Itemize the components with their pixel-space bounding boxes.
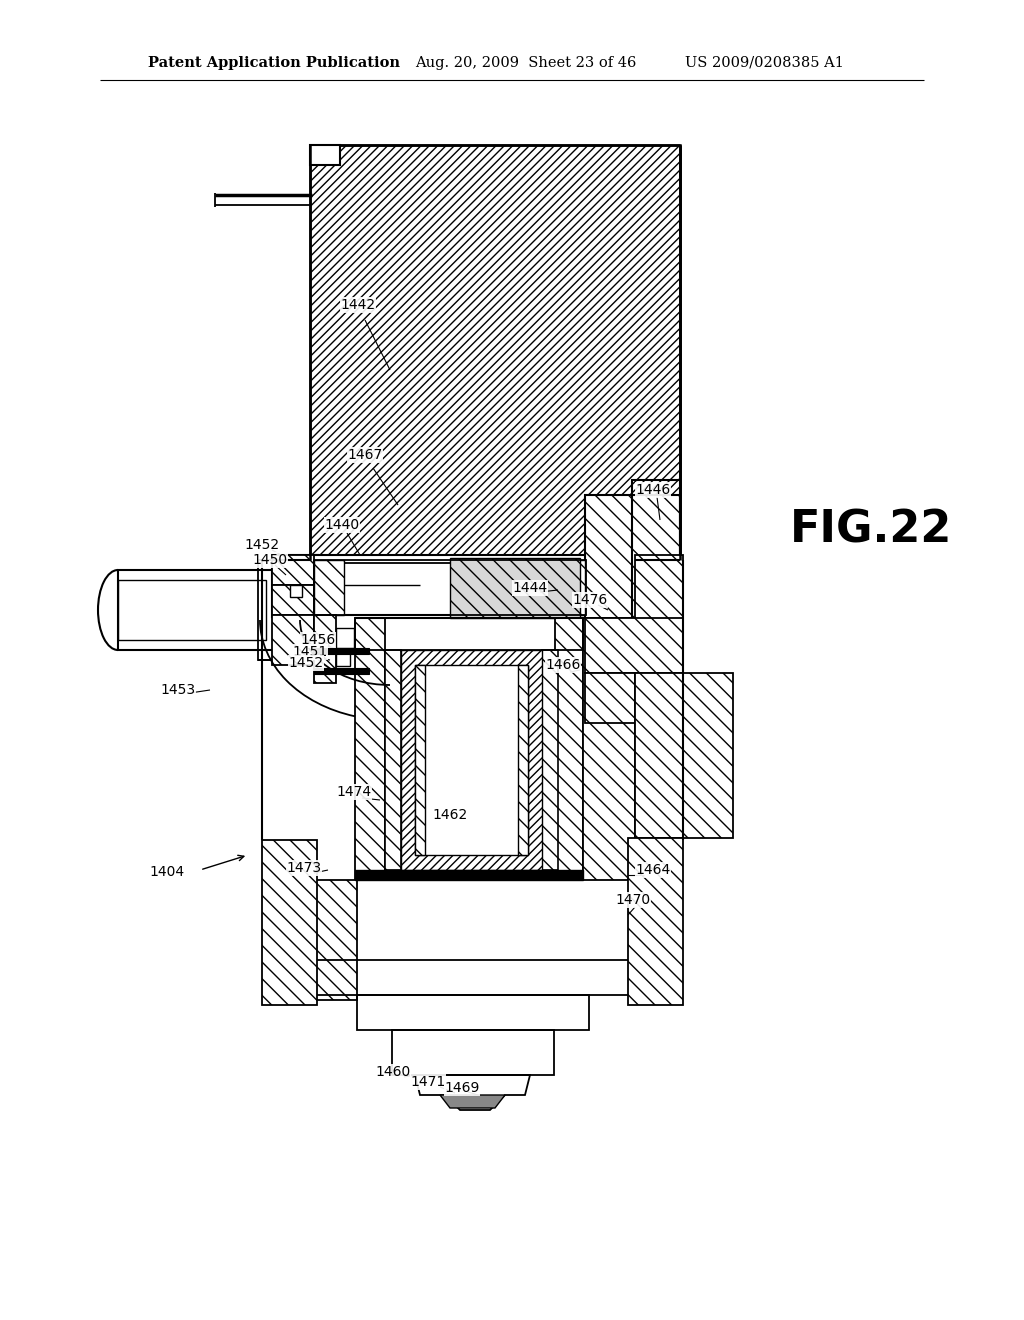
Bar xyxy=(314,615,336,682)
Text: 1452: 1452 xyxy=(245,539,280,552)
Bar xyxy=(518,665,528,855)
Bar xyxy=(450,558,580,618)
Bar xyxy=(336,652,350,667)
Bar xyxy=(555,560,585,615)
Bar xyxy=(262,840,317,1005)
Text: 1464: 1464 xyxy=(635,863,671,876)
Text: 1444: 1444 xyxy=(512,581,548,595)
Bar xyxy=(118,570,276,649)
Text: 1474: 1474 xyxy=(337,785,372,799)
Bar xyxy=(310,145,680,560)
Bar xyxy=(315,960,631,995)
Bar xyxy=(542,649,558,870)
Bar xyxy=(315,880,357,1001)
Text: 1471: 1471 xyxy=(411,1074,445,1089)
Bar xyxy=(310,554,680,564)
Bar xyxy=(355,618,583,649)
Bar xyxy=(357,995,589,1030)
Text: 1470: 1470 xyxy=(615,894,650,907)
Bar xyxy=(336,628,354,648)
Bar xyxy=(585,495,680,620)
Text: 1451: 1451 xyxy=(293,645,328,659)
Text: 1440: 1440 xyxy=(325,517,359,532)
Bar xyxy=(355,618,385,880)
Bar xyxy=(392,1030,554,1074)
Bar xyxy=(272,554,318,616)
Text: 1442: 1442 xyxy=(340,298,376,312)
Bar xyxy=(272,585,314,615)
Bar xyxy=(314,668,369,675)
Text: US 2009/0208385 A1: US 2009/0208385 A1 xyxy=(685,55,844,70)
Bar xyxy=(314,648,369,653)
Bar xyxy=(585,618,683,673)
Bar xyxy=(310,554,680,615)
Text: 1466: 1466 xyxy=(546,657,581,672)
Bar xyxy=(583,618,635,880)
Text: 1446: 1446 xyxy=(635,483,671,498)
Bar xyxy=(314,560,344,615)
Bar xyxy=(628,838,683,1005)
Text: 1453: 1453 xyxy=(161,682,196,697)
Bar xyxy=(635,673,733,838)
Text: 1473: 1473 xyxy=(287,861,322,875)
Text: 1462: 1462 xyxy=(432,808,468,822)
Bar xyxy=(415,665,528,855)
Bar xyxy=(310,145,340,165)
Bar xyxy=(290,585,302,597)
Bar xyxy=(585,673,635,723)
Bar xyxy=(314,560,586,615)
Bar xyxy=(272,615,314,665)
Bar xyxy=(635,554,683,655)
Text: 1456: 1456 xyxy=(300,634,336,647)
Text: 1450: 1450 xyxy=(253,553,288,568)
Polygon shape xyxy=(440,1096,505,1107)
Text: 1476: 1476 xyxy=(572,593,607,607)
Text: 1452: 1452 xyxy=(289,656,324,671)
Text: 1404: 1404 xyxy=(150,865,185,879)
Text: Aug. 20, 2009  Sheet 23 of 46: Aug. 20, 2009 Sheet 23 of 46 xyxy=(415,55,636,70)
Text: FIG.22: FIG.22 xyxy=(790,508,952,552)
Bar xyxy=(415,665,425,855)
Bar xyxy=(385,649,401,870)
Bar xyxy=(401,649,542,870)
Text: Patent Application Publication: Patent Application Publication xyxy=(148,55,400,70)
Text: 1467: 1467 xyxy=(347,447,383,462)
Bar xyxy=(632,480,680,645)
Text: 1469: 1469 xyxy=(444,1081,479,1096)
Bar xyxy=(355,870,583,880)
Bar xyxy=(272,554,314,585)
Bar xyxy=(258,560,276,660)
Bar xyxy=(118,579,266,640)
Text: 1460: 1460 xyxy=(376,1065,411,1078)
Bar xyxy=(555,618,583,880)
